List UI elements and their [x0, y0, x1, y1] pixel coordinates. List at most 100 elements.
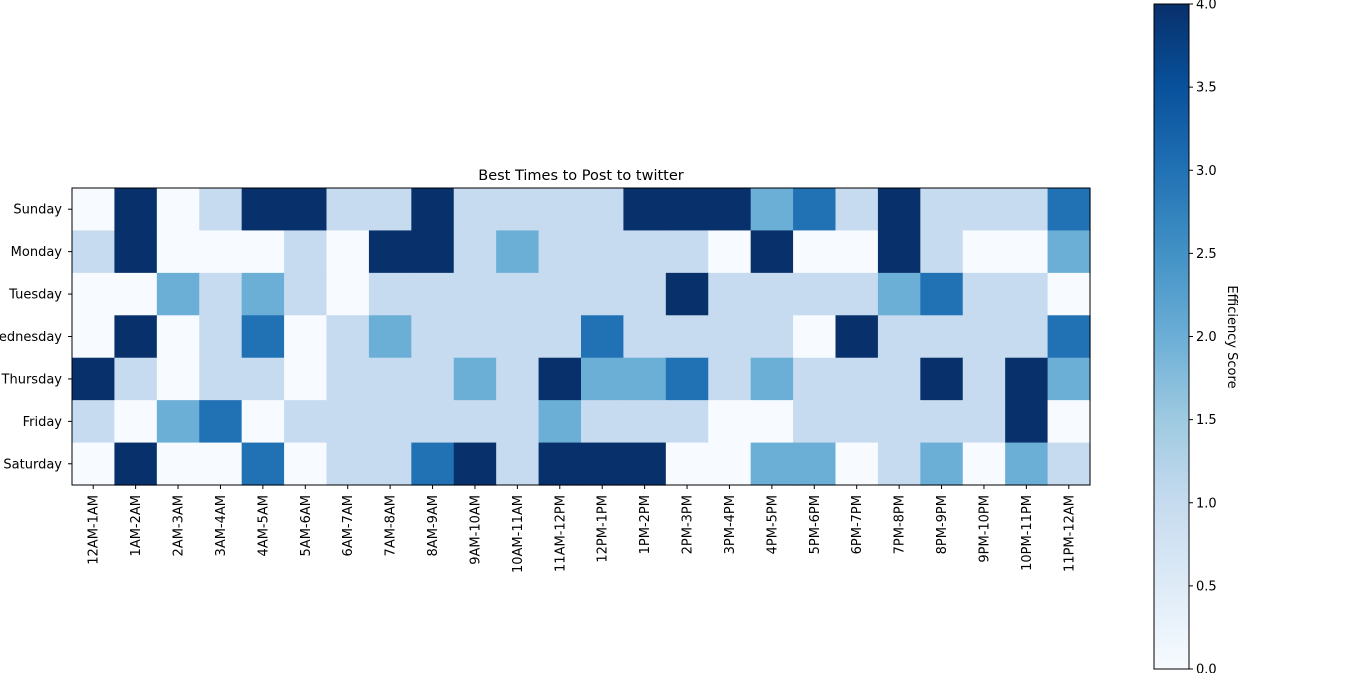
- heatmap-cell-sunday-12: [581, 188, 625, 232]
- heatmap-cell-friday-21: [962, 400, 1006, 444]
- heatmap-cell-tuesday-1: [114, 272, 158, 316]
- heatmap-cell-monday-19: [877, 230, 921, 274]
- x-tick-label: 4AM-5AM: [256, 495, 271, 556]
- heatmap-cell-thursday-16: [750, 357, 794, 401]
- heatmap-cell-monday-12: [581, 230, 625, 274]
- heatmap-cell-monday-18: [835, 230, 879, 274]
- heatmap-cell-tuesday-15: [708, 272, 752, 316]
- heatmap-cell-wednesday-4: [241, 315, 285, 359]
- heatmap-cell-tuesday-17: [793, 272, 837, 316]
- heatmap-cell-tuesday-21: [962, 272, 1006, 316]
- heatmap-cell-wednesday-23: [1047, 315, 1091, 359]
- heatmap-cell-tuesday-12: [581, 272, 625, 316]
- heatmap-cell-friday-0: [72, 400, 116, 444]
- heatmap-cell-saturday-10: [496, 442, 540, 486]
- colorbar: 0.0 0.5 1.0 1.5 2.0 2.5 3.0 3.5 4.0 Efficiency S…: [1153, 0, 1239, 673]
- x-tick-label: 12PM-1PM: [596, 495, 611, 563]
- heatmap-cell-wednesday-0: [72, 315, 116, 359]
- heatmap-cell-monday-17: [793, 230, 837, 274]
- heatmap-cell-friday-18: [835, 400, 879, 444]
- heatmap-cell-monday-23: [1047, 230, 1091, 274]
- heatmap-cell-wednesday-17: [793, 315, 837, 359]
- heatmap-cell-sunday-17: [793, 188, 837, 232]
- heatmap-cell-tuesday-0: [72, 272, 116, 316]
- heatmap-cell-sunday-18: [835, 188, 879, 232]
- heatmap-cell-saturday-1: [114, 442, 158, 486]
- heatmap-cell-friday-20: [920, 400, 964, 444]
- heatmap-cell-sunday-16: [750, 188, 794, 232]
- heatmap-cell-wednesday-10: [496, 315, 540, 359]
- heatmap-cell-thursday-19: [877, 357, 921, 401]
- x-tick-label: 10PM-11PM: [1020, 495, 1035, 571]
- heatmap-cell-sunday-9: [453, 188, 497, 232]
- heatmap-cell-saturday-14: [665, 442, 709, 486]
- heatmap-cell-wednesday-13: [623, 315, 667, 359]
- x-tick-label: 4PM-5PM: [765, 495, 780, 554]
- heatmap-cell-thursday-5: [284, 357, 328, 401]
- heatmap-cell-tuesday-4: [241, 272, 285, 316]
- heatmap-cell-saturday-19: [877, 442, 921, 486]
- heatmap-cell-thursday-7: [368, 357, 412, 401]
- heatmap-cell-saturday-5: [284, 442, 328, 486]
- heatmap-cell-friday-14: [665, 400, 709, 444]
- heatmap-cell-tuesday-13: [623, 272, 667, 316]
- y-tick-label: Saturday: [3, 457, 62, 472]
- heatmap-cell-tuesday-11: [538, 272, 582, 316]
- heatmap-cell-saturday-2: [156, 442, 200, 486]
- heatmap-cell-friday-4: [241, 400, 285, 444]
- x-tick-label: 5AM-6AM: [299, 495, 314, 556]
- chart-title: Best Times to Post to twitter: [478, 168, 684, 184]
- heatmap-cell-friday-7: [368, 400, 412, 444]
- heatmap-cell-monday-0: [72, 230, 116, 274]
- heatmap-cell-monday-7: [368, 230, 412, 274]
- colorbar-label: Efficiency Score: [1224, 285, 1239, 388]
- heatmap-cell-thursday-1: [114, 357, 158, 401]
- heatmap-cell-friday-5: [284, 400, 328, 444]
- heatmap-cell-sunday-20: [920, 188, 964, 232]
- heatmap-cell-thursday-14: [665, 357, 709, 401]
- heatmap-cell-wednesday-8: [411, 315, 455, 359]
- heatmap-cell-monday-15: [708, 230, 752, 274]
- heatmap-cell-thursday-10: [496, 357, 540, 401]
- heatmap-cell-wednesday-12: [581, 315, 625, 359]
- heatmap-cell-sunday-0: [72, 188, 116, 232]
- x-tick-label: 1AM-2AM: [129, 495, 144, 556]
- x-tick-label: 9PM-10PM: [977, 495, 992, 563]
- heatmap-cell-wednesday-16: [750, 315, 794, 359]
- heatmap-cell-tuesday-18: [835, 272, 879, 316]
- heatmap-cell-saturday-6: [326, 442, 370, 486]
- heatmap-cell-sunday-23: [1047, 188, 1091, 232]
- heatmap-cell-monday-11: [538, 230, 582, 274]
- heatmap-cell-wednesday-22: [1005, 315, 1049, 359]
- heatmap-cell-thursday-23: [1047, 357, 1091, 401]
- y-axis: Sunday Monday Tuesday ednesday Thursday Frida…: [0, 203, 72, 472]
- heatmap-cell-monday-4: [241, 230, 285, 274]
- heatmap-cell-monday-20: [920, 230, 964, 274]
- colorbar-tick-label: 0.0: [1196, 663, 1217, 673]
- y-tick-label: ednesday: [0, 330, 62, 345]
- heatmap-cell-saturday-13: [623, 442, 667, 486]
- heatmap-cell-saturday-18: [835, 442, 879, 486]
- heatmap-cell-monday-13: [623, 230, 667, 274]
- heatmap-cell-saturday-22: [1005, 442, 1049, 486]
- colorbar-gradient: [1153, 3, 1190, 670]
- heatmap-cell-tuesday-20: [920, 272, 964, 316]
- heatmap-cell-saturday-0: [72, 442, 116, 486]
- heatmap-cell-saturday-23: [1047, 442, 1091, 486]
- heatmap-cell-sunday-3: [199, 188, 243, 232]
- colorbar-ticks: 0.0 0.5 1.0 1.5 2.0 2.5 3.0 3.5 4.0: [1189, 0, 1217, 673]
- x-tick-label: 2PM-3PM: [681, 495, 696, 554]
- heatmap-cell-tuesday-7: [368, 272, 412, 316]
- heatmap-cell-saturday-3: [199, 442, 243, 486]
- heatmap-cell-wednesday-18: [835, 315, 879, 359]
- heatmap-cell-monday-3: [199, 230, 243, 274]
- x-tick-label: 6PM-7PM: [850, 495, 865, 554]
- heatmap-cell-sunday-7: [368, 188, 412, 232]
- heatmap-cell-sunday-8: [411, 188, 455, 232]
- heatmap-cell-saturday-20: [920, 442, 964, 486]
- x-tick-label: 10AM-11AM: [511, 495, 526, 573]
- colorbar-tick-label: 0.5: [1196, 579, 1217, 594]
- heatmap-cell-tuesday-16: [750, 272, 794, 316]
- heatmap-cell-wednesday-2: [156, 315, 200, 359]
- x-tick-label: 12AM-1AM: [87, 495, 102, 565]
